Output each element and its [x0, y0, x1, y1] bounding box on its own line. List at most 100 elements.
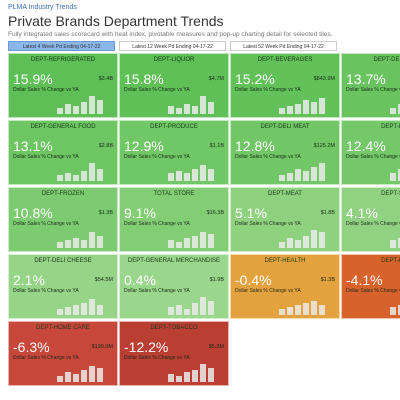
spark-bar	[184, 104, 190, 114]
spark-bar	[65, 307, 71, 315]
tile-metric: Dollar Sales % Change vs YA	[13, 87, 79, 93]
spark-bar	[89, 96, 95, 114]
spark-bar	[184, 309, 190, 315]
spark-bar	[319, 232, 325, 248]
tile-metric: Dollar Sales % Change vs YA	[13, 154, 79, 160]
tile-name: DEPT-MEAT	[268, 191, 302, 197]
period-tab[interactable]: Latest 12 Week Pd Ending 04-17-22	[119, 41, 226, 51]
spark-bar	[287, 307, 293, 315]
tile[interactable]: DEPT-DELI PRE 13.7%Dollar Sales % Change …	[341, 53, 400, 118]
spark-bar	[319, 163, 325, 181]
tile-name: DEPT-HOME CARE	[35, 325, 90, 331]
page-title: Private Brands Department Trends	[8, 13, 224, 29]
tile-change: 0.4%	[124, 272, 156, 288]
spark-bar	[200, 165, 206, 181]
tile-sales: $54.5M	[94, 277, 113, 283]
tile-change: -4.1%	[346, 272, 383, 288]
spark-bar	[176, 171, 182, 181]
tile[interactable]: DEPT-DELI MEAT 12.8% $125.2M Dollar Sales %…	[230, 120, 340, 185]
spark-bar	[97, 368, 103, 382]
period-tab[interactable]: Latest 4 Week Pd Ending 04-17-22	[8, 41, 115, 51]
tile[interactable]: DEPT-BEVERAGES 15.2% $843.9M Dollar Sales %…	[230, 53, 340, 118]
tile[interactable]: DEPT-HEALTH -0.4% $1.3B Dollar Sales % Chan…	[230, 254, 340, 319]
tile-sales: $2.8B	[98, 143, 113, 149]
spark-bar	[168, 106, 174, 114]
tile[interactable]: DEPT-DELI CHEESE 2.1% $54.5M Dollar Sales %…	[8, 254, 118, 319]
spark-bar	[176, 376, 182, 382]
spark-bar	[65, 173, 71, 181]
tile-change: 9.1%	[124, 205, 156, 221]
period-tab[interactable]: Latest 52 Week Pd Ending 04-17-22	[230, 41, 337, 51]
tile-change: 15.9%	[13, 71, 53, 87]
tile-sales: $16.3B	[206, 210, 224, 216]
tile-change: 15.8%	[124, 71, 164, 87]
tile-sales: $199.0M	[91, 344, 113, 350]
tile-metric: Dollar Sales % Change vs YA	[124, 221, 190, 227]
spark-bar	[390, 240, 396, 248]
tile[interactable]: DEPT-BEA -4.1%Dollar Sales % Change vs YA	[341, 254, 400, 319]
spark-bar	[192, 236, 198, 248]
tile-change: 10.8%	[13, 205, 53, 221]
spark-bar	[97, 305, 103, 315]
spark-bar	[200, 232, 206, 248]
tile[interactable]: DEPT-TOBACCO -12.2% $5.3M Dollar Sales % Ch…	[119, 321, 229, 386]
tile-sales: $1.3B	[320, 277, 335, 283]
tile[interactable]: DEPT-LIQUOR 15.8% $4.7M Dollar Sales % Chan…	[119, 53, 229, 118]
spark-bar	[200, 364, 206, 382]
tile-name: DEPT-DELI MEAT	[260, 124, 310, 130]
tile[interactable]: DEPT-MEAT 5.1% $1.8B Dollar Sales % Change …	[230, 187, 340, 252]
spark-bar	[200, 297, 206, 315]
spark-bar	[311, 102, 317, 114]
tile-sales: $1.1B	[209, 143, 224, 149]
tile-sales: $1.8B	[320, 210, 335, 216]
spark-bar	[192, 370, 198, 382]
tile-change: 12.4%	[346, 138, 386, 154]
tile[interactable]: DEPT-HOME CARE -6.3% $199.0M Dollar Sales %…	[8, 321, 118, 386]
page-subtitle: Fully integrated sales scorecard with he…	[8, 31, 333, 38]
tile-name: DEPT-DELI CHEESE	[34, 258, 92, 264]
tile-name: DEPT-BEA	[381, 258, 400, 264]
spark-bar	[176, 305, 182, 315]
tile[interactable]: TOTAL STORE 9.1% $16.3B Dollar Sales % Chan…	[119, 187, 229, 252]
tile-sales: $1.9B	[209, 277, 224, 283]
spark-bar	[81, 303, 87, 315]
spark-bar	[184, 238, 190, 248]
spark-bar	[279, 309, 285, 315]
spark-bar	[192, 169, 198, 181]
spark-bar	[73, 374, 79, 382]
spark-bar	[81, 240, 87, 248]
tile[interactable]: DEPT-GENERAL FOOD 13.1% $2.8B Dollar Sales …	[8, 120, 118, 185]
spark-bar	[398, 169, 400, 181]
spark-bar	[73, 175, 79, 181]
spark-bar	[295, 305, 301, 315]
tile-change: 12.8%	[235, 138, 275, 154]
tile-metric: Dollar Sales % Change vs YA	[124, 154, 190, 160]
tile-change: -6.3%	[13, 339, 50, 355]
tile[interactable]: DEPT-SEA 4.1%Dollar Sales % Change vs YA	[341, 187, 400, 252]
spark-bar	[57, 175, 63, 181]
tile[interactable]: DEPT-REFRIGERATED 15.9% $3.4B Dollar Sales …	[8, 53, 118, 118]
tile-metric: Dollar Sales % Change vs YA	[13, 355, 79, 361]
spark-bar	[303, 236, 309, 248]
tile[interactable]: DEPT-GENERAL MERCHANDISE 0.4% $1.9B Dollar …	[119, 254, 229, 319]
spark-bar	[57, 242, 63, 248]
spark-bar	[279, 242, 285, 248]
spark-bar	[81, 370, 87, 382]
tile-metric: Dollar Sales % Change vs YA	[235, 221, 301, 227]
tile-change: 13.7%	[346, 71, 386, 87]
tile[interactable]: DEPT-PRODUCE 12.9% $1.1B Dollar Sales % Cha…	[119, 120, 229, 185]
spark-bar	[176, 108, 182, 114]
tile-metric: Dollar Sales % Change vs YA	[346, 288, 400, 294]
tile[interactable]: DEPT-BAK 12.4%Dollar Sales % Change vs YA	[341, 120, 400, 185]
spark-bar	[73, 106, 79, 114]
tile-name: DEPT-DELI PRE	[373, 57, 400, 63]
spark-bar	[73, 238, 79, 248]
spark-bar	[398, 104, 400, 114]
spark-bar	[295, 240, 301, 248]
tile[interactable]: DEPT-FROZEN 10.8% $1.3B Dollar Sales % Chan…	[8, 187, 118, 252]
tile-sales: $4.7M	[208, 76, 224, 82]
spark-bar	[398, 305, 400, 315]
spark-bar	[208, 234, 214, 248]
spark-bar	[287, 106, 293, 114]
